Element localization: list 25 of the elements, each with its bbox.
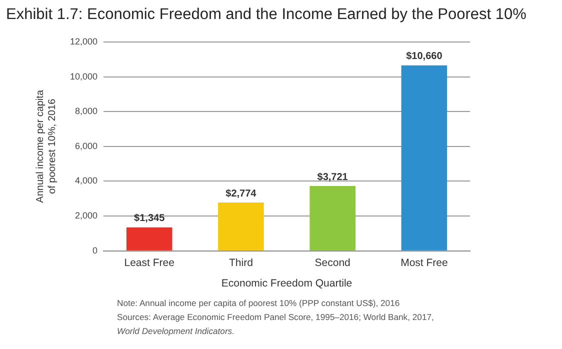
text: Note: Annual income per capita of poorest 10% (PPP constant US$), 2016 [117,297,401,310]
y-axis-title: Annual income per capita of poorest 10%, 2016 [34,90,58,203]
y-tick-label: 8,000 [74,106,98,116]
y-tick-label: 10,000 [70,71,98,82]
bar [310,186,356,250]
y-tick-label: 4,000 [74,176,98,186]
data-label: $1,345 [134,213,166,224]
y-tick-label: 2,000 [74,210,98,220]
chart-title: Exhibit 1.7: Economic Freedom and the Income Earned by the Poorest 10% [6,6,526,24]
x-tick-label: Second [314,256,351,269]
text: World Development Indicators. [117,325,236,338]
x-tick-label: Most Free [400,256,448,269]
data-label: $10,660 [406,51,443,62]
bar [218,202,264,250]
source-note: Sources: Average Economic Freedom Panel Score, 1995–2016; World Bank, 2017, [117,311,434,324]
y-tick-label: 12,000 [70,36,98,46]
bar [401,65,448,250]
x-axis-title: Economic Freedom Quartile [221,278,352,290]
x-tick-label: Least Free [124,256,175,269]
data-label: $3,721 [317,172,348,183]
y-tick-label: 0 [92,245,98,256]
bar [126,227,172,250]
y-tick-label: 6,000 [74,140,98,151]
x-tick-label: Third [228,256,254,269]
data-label: $2,774 [226,188,257,200]
